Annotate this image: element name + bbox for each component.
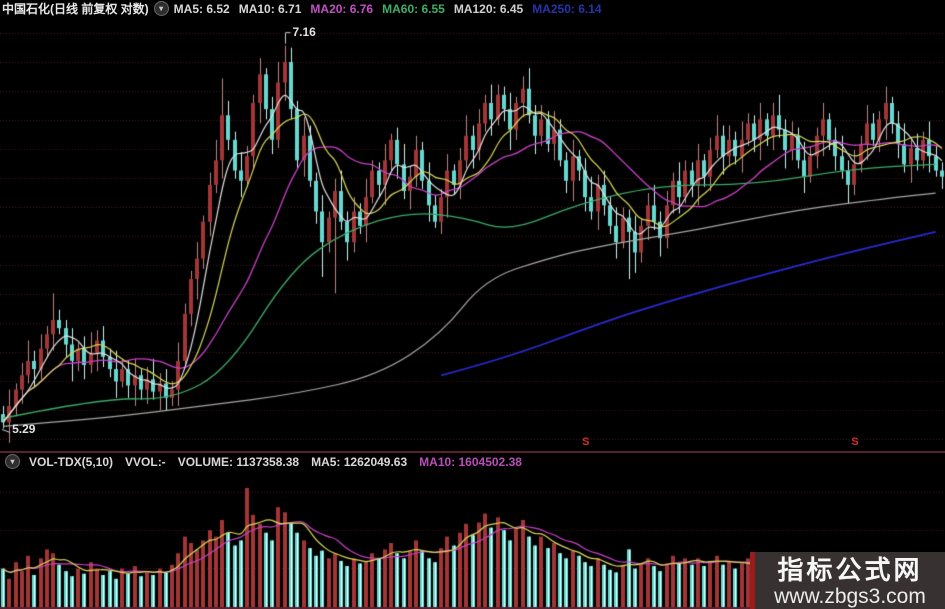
ma-readout: MA10: 6.71: [238, 1, 302, 16]
main-chart-header: 中国石化(日线 前复权 对数) ▾ MA5: 6.52 MA10: 6.71 MA2…: [0, 0, 945, 17]
watermark-box: 指标公式网 www.zbgs3.com: [750, 552, 945, 609]
ma-readouts: MA5: 6.52 MA10: 6.71 MA20: 6.76 MA60: 6.55 M…: [174, 2, 602, 16]
stock-title: 中国石化(日线 前复权 对数): [2, 2, 149, 16]
volume-readout: MA5: 1262049.63: [311, 454, 408, 469]
volume-readouts: VOL-TDX(5,10) VVOL:- VOLUME: 1137358.38 MA5…: [29, 455, 522, 469]
sell-signal-marker: S: [851, 436, 859, 448]
ma-readout: MA250: 6.14: [532, 1, 602, 16]
ma-readout: MA5: 6.52: [173, 1, 230, 16]
volume-readout: VOLUME: 1137358.38: [177, 454, 300, 469]
sell-signal-marker: S: [582, 436, 590, 448]
watermark-site-name: 指标公式网: [777, 555, 923, 585]
main-chart-area: 7.16 5.29 S S: [0, 17, 945, 451]
candlestick-chart-canvas[interactable]: [0, 17, 945, 451]
watermark-red-stripe: [750, 552, 755, 609]
ma-readout: MA120: 6.45: [453, 1, 524, 16]
ma-readout: MA60: 6.55: [382, 1, 445, 16]
volume-readout: MA10: 1604502.38: [419, 454, 522, 469]
volume-readout: VVOL:-: [125, 454, 166, 469]
volume-readout: VOL-TDX(5,10): [29, 454, 114, 469]
min-price-label: 5.29: [12, 422, 36, 437]
collapse-chevron-icon[interactable]: ▾: [153, 1, 169, 16]
watermark-site-url: www.zbgs3.com: [774, 585, 926, 608]
collapse-chevron-icon[interactable]: ▾: [5, 454, 20, 469]
max-price-label: 7.16: [292, 24, 316, 39]
volume-panel-header: ▾ VOL-TDX(5,10) VVOL:- VOLUME: 1137358.38 M…: [0, 451, 945, 470]
ma-readout: MA20: 6.76: [310, 1, 374, 16]
